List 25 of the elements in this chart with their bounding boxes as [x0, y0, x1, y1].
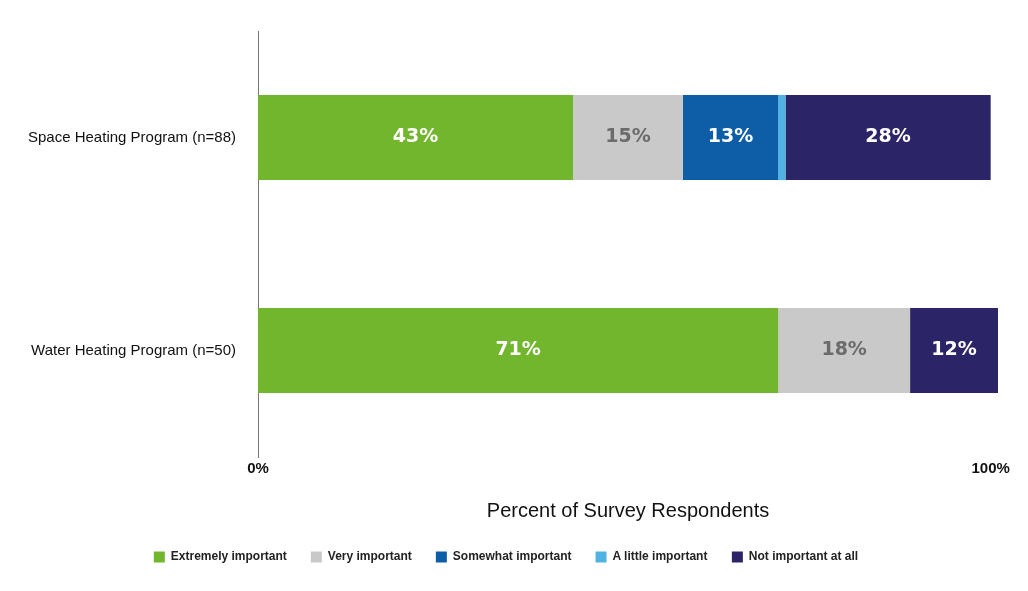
- x-tick-label: 100%: [971, 459, 1010, 477]
- bar: [258, 94, 574, 181]
- x-tick-label: 0%: [247, 459, 269, 477]
- data-label: 12%: [931, 337, 977, 360]
- legend-label: Extremely important: [170, 549, 287, 564]
- y-tick-label: Space Heating Program (n=88): [28, 127, 237, 145]
- x-axis-title: Percent of Survey Respondents: [486, 498, 770, 521]
- bar: [778, 94, 786, 181]
- data-label: 43%: [392, 124, 439, 147]
- legend-label: Very important: [327, 549, 412, 564]
- bar: [785, 94, 991, 181]
- data-label: 15%: [605, 124, 651, 147]
- legend-label: A little important: [612, 549, 708, 564]
- bar: [573, 94, 683, 181]
- bar: [258, 307, 779, 394]
- data-label: 13%: [707, 124, 754, 147]
- data-label: 28%: [865, 124, 911, 147]
- legend-label: Not important at all: [748, 549, 859, 564]
- bar: [778, 307, 911, 394]
- y-tick-label: Water Heating Program (n=50): [31, 340, 237, 358]
- data-label: 71%: [495, 337, 541, 360]
- bar: [910, 307, 998, 394]
- legend-label: Somewhat important: [452, 549, 572, 564]
- bar: [682, 94, 779, 181]
- data-label: 18%: [821, 337, 867, 360]
